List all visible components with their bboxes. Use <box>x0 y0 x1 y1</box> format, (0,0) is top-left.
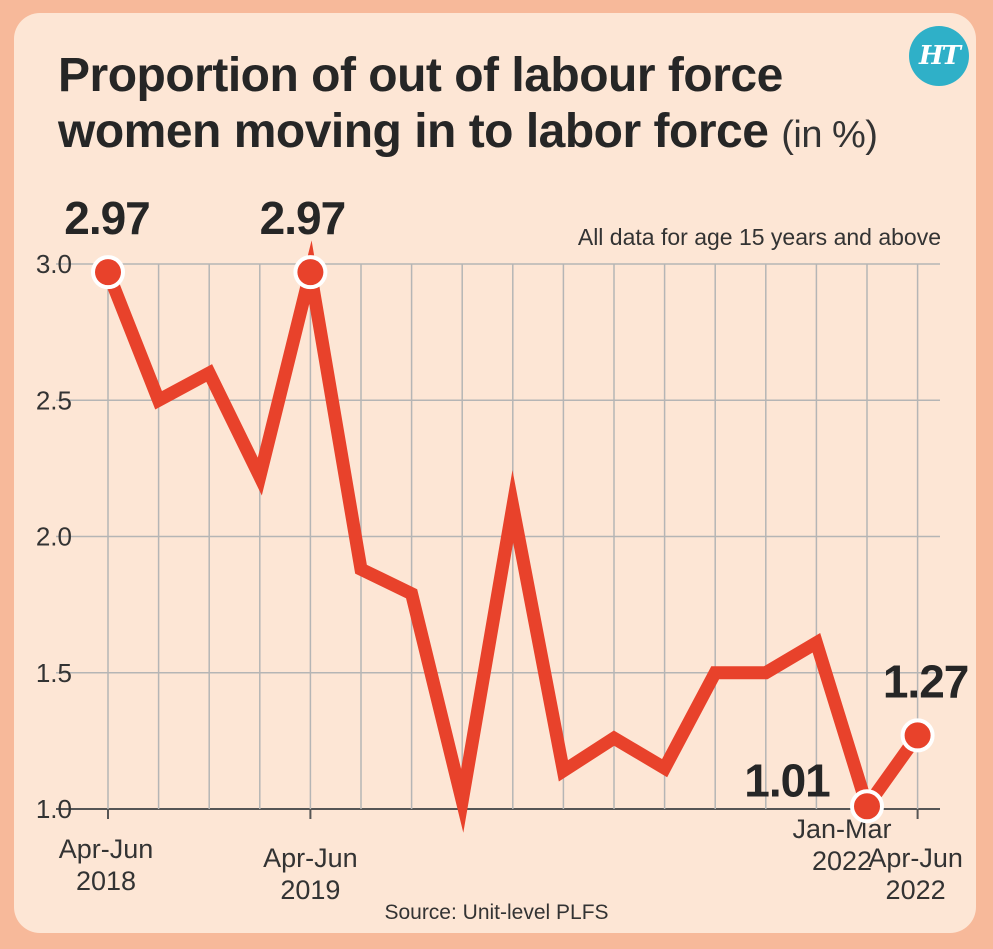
chart-note: All data for age 15 years and above <box>577 224 941 250</box>
series-line <box>101 240 923 833</box>
x-tick-label: 2022 <box>886 875 946 905</box>
title-line-2: women moving in to labor force <box>58 105 769 158</box>
data-point <box>259 476 261 478</box>
data-point-marker <box>900 718 935 753</box>
x-tick-label: Apr-Jun <box>868 843 963 873</box>
data-point <box>360 568 362 570</box>
x-tick-label: 2019 <box>280 875 340 905</box>
y-tick-label: 3.0 <box>36 249 72 279</box>
data-label: 2.97 <box>260 192 346 244</box>
data-label: 2.97 <box>64 192 150 244</box>
data-label: 1.27 <box>883 655 969 707</box>
data-point <box>158 399 160 401</box>
x-tick-label: 2018 <box>76 866 136 896</box>
ht-logo-icon: HT <box>909 26 969 86</box>
x-tick-label: Apr-Jun <box>263 843 358 873</box>
data-point <box>765 672 767 674</box>
data-point <box>815 642 817 644</box>
data-point-marker <box>91 255 125 290</box>
x-tick-label: Apr-Jun <box>59 834 154 864</box>
y-tick-label: 1.5 <box>36 658 72 688</box>
title-unit: (in %) <box>781 114 878 156</box>
data-point <box>613 737 615 739</box>
y-tick-label: 2.0 <box>36 522 72 552</box>
data-point <box>411 593 413 595</box>
data-label: 1.01 <box>744 754 830 806</box>
chart-title: Proportion of out of labour force women … <box>58 48 878 163</box>
data-point <box>512 506 514 508</box>
data-point-marker <box>293 255 328 290</box>
data-point <box>461 800 463 802</box>
data-point <box>714 672 716 674</box>
source-caption: Source: Unit-level PLFS <box>384 901 609 924</box>
data-point <box>562 770 564 772</box>
data-point <box>208 372 210 374</box>
title-line-1: Proportion of out of labour force <box>58 49 783 102</box>
y-tick-label: 1.0 <box>36 794 72 824</box>
data-point <box>664 767 666 769</box>
data-point-marker <box>850 789 884 824</box>
y-tick-label: 2.5 <box>36 385 72 415</box>
x-tick-label: 2022 <box>812 846 872 876</box>
